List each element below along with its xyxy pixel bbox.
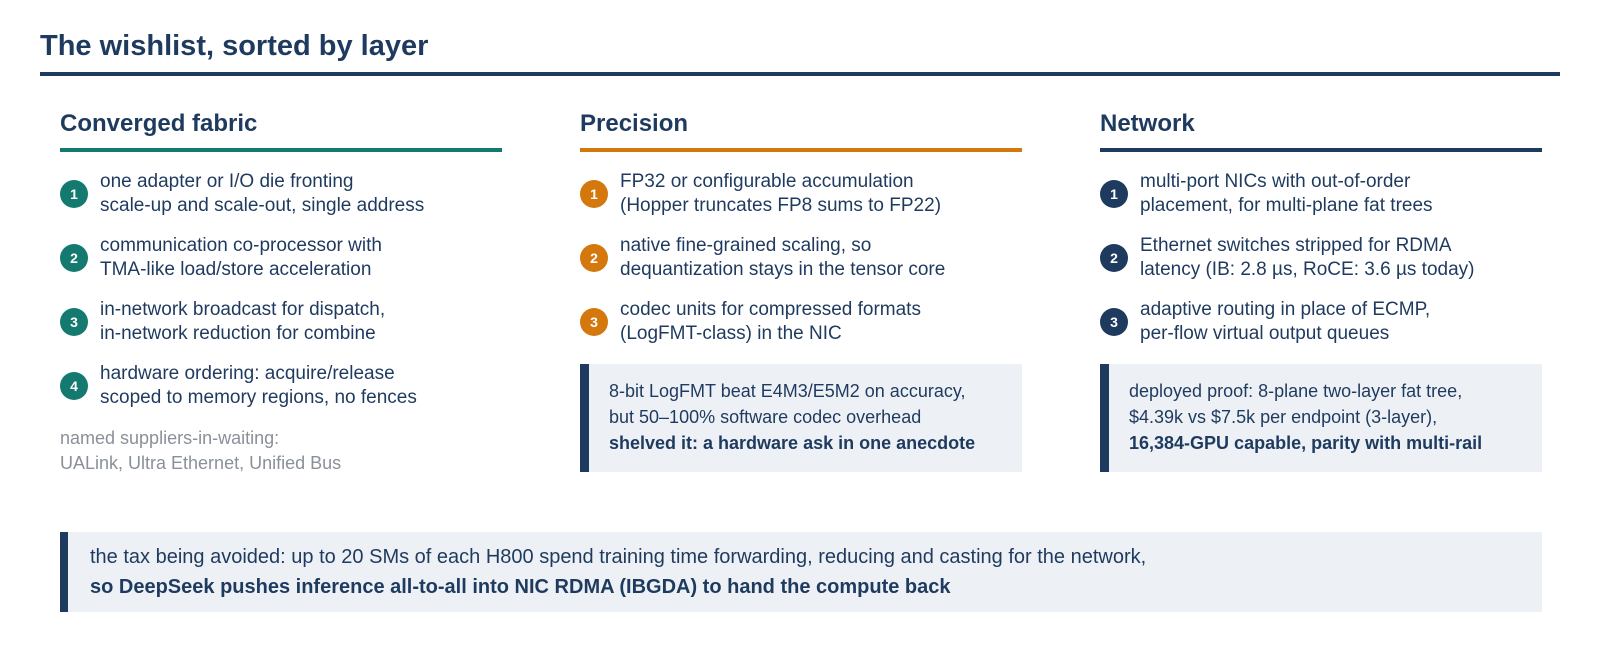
list-item: 3 adaptive routing in place of ECMP, per…	[1100, 298, 1542, 346]
item-text: communication co-processor with TMA-like…	[100, 234, 382, 282]
item-line: scale-up and scale-out, single address	[100, 195, 425, 216]
callout-line: deployed proof: 8-plane two-layer fat tr…	[1129, 381, 1463, 401]
banner-emphasis: so DeepSeek pushes inference all-to-all …	[90, 576, 951, 598]
list-item: 1 one adapter or I/O die fronting scale-…	[60, 170, 502, 218]
item-text: multi-port NICs with out-of-order placem…	[1140, 170, 1433, 218]
item-line: hardware ordering: acquire/release	[100, 363, 395, 384]
list-item: 3 codec units for compressed formats (Lo…	[580, 298, 1022, 346]
banner-line: the tax being avoided: up to 20 SMs of e…	[90, 546, 1147, 568]
item-line: in-network reduction for combine	[100, 323, 376, 344]
callout-line: $4.39k vs $7.5k per endpoint (3-layer),	[1129, 407, 1438, 427]
item-line: latency (IB: 2.8 µs, RoCE: 3.6 µs today)	[1140, 259, 1475, 280]
item-text: Ethernet switches stripped for RDMA late…	[1140, 234, 1474, 282]
item-line: adaptive routing in place of ECMP,	[1140, 299, 1431, 320]
item-text: native fine-grained scaling, so dequanti…	[620, 234, 945, 282]
list-item: 3 in-network broadcast for dispatch, in-…	[60, 298, 502, 346]
item-line: multi-port NICs with out-of-order	[1140, 171, 1411, 192]
callout-line: but 50–100% software codec overhead	[609, 407, 922, 427]
title-divider	[40, 72, 1560, 76]
list-item: 2 native fine-grained scaling, so dequan…	[580, 234, 1022, 282]
item-line: TMA-like load/store acceleration	[100, 259, 372, 280]
item-text: adaptive routing in place of ECMP, per-f…	[1140, 298, 1430, 346]
number-badge: 1	[60, 180, 88, 208]
number-badge: 2	[60, 244, 88, 272]
item-line: codec units for compressed formats	[620, 299, 921, 320]
column-network: Network 1 multi-port NICs with out-of-or…	[1100, 108, 1542, 472]
number-badge: 2	[580, 244, 608, 272]
callout-emphasis: shelved it: a hardware ask in one anecdo…	[609, 433, 976, 453]
item-text: one adapter or I/O die fronting scale-up…	[100, 170, 424, 218]
number-badge: 1	[1100, 180, 1128, 208]
item-line: in-network broadcast for dispatch,	[100, 299, 386, 320]
item-line: one adapter or I/O die fronting	[100, 171, 354, 192]
callout-line: 8-bit LogFMT beat E4M3/E5M2 on accuracy,	[609, 381, 966, 401]
item-line: scoped to memory regions, no fences	[100, 387, 417, 408]
item-line: placement, for multi-plane fat trees	[1140, 195, 1433, 216]
number-badge: 3	[580, 308, 608, 336]
column-precision: Precision 1 FP32 or configurable accumul…	[580, 108, 1022, 472]
list-item: 1 multi-port NICs with out-of-order plac…	[1100, 170, 1542, 218]
item-text: in-network broadcast for dispatch, in-ne…	[100, 298, 385, 346]
list-item: 1 FP32 or configurable accumulation (Hop…	[580, 170, 1022, 218]
item-line: dequantization stays in the tensor core	[620, 259, 946, 280]
item-line: native fine-grained scaling, so	[620, 235, 872, 256]
item-line: per-flow virtual output queues	[1140, 323, 1390, 344]
note-line: UALink, Ultra Ethernet, Unified Bus	[60, 453, 342, 473]
column-converged-fabric: Converged fabric 1 one adapter or I/O di…	[60, 108, 502, 476]
wish-list: 1 FP32 or configurable accumulation (Hop…	[580, 170, 1022, 346]
list-item: 2 Ethernet switches stripped for RDMA la…	[1100, 234, 1542, 282]
column-divider	[60, 148, 502, 152]
item-text: FP32 or configurable accumulation (Hoppe…	[620, 170, 941, 218]
wish-list: 1 one adapter or I/O die fronting scale-…	[60, 170, 502, 410]
note-line: named suppliers-in-waiting:	[60, 428, 280, 448]
summary-banner: the tax being avoided: up to 20 SMs of e…	[60, 532, 1542, 612]
list-item: 2 communication co-processor with TMA-li…	[60, 234, 502, 282]
item-line: FP32 or configurable accumulation	[620, 171, 914, 192]
column-heading: Precision	[580, 110, 689, 137]
wish-list: 1 multi-port NICs with out-of-order plac…	[1100, 170, 1542, 346]
suppliers-note: named suppliers-in-waiting: UALink, Ultr…	[60, 426, 502, 476]
column-heading: Converged fabric	[60, 110, 258, 137]
column-divider	[580, 148, 1022, 152]
item-line: Ethernet switches stripped for RDMA	[1140, 235, 1452, 256]
item-text: codec units for compressed formats (LogF…	[620, 298, 921, 346]
list-item: 4 hardware ordering: acquire/release sco…	[60, 362, 502, 410]
number-badge: 3	[1100, 308, 1128, 336]
column-heading: Network	[1100, 110, 1195, 137]
precision-callout: 8-bit LogFMT beat E4M3/E5M2 on accuracy,…	[580, 364, 1022, 472]
item-text: hardware ordering: acquire/release scope…	[100, 362, 417, 410]
number-badge: 2	[1100, 244, 1128, 272]
column-divider	[1100, 148, 1542, 152]
number-badge: 1	[580, 180, 608, 208]
item-line: communication co-processor with	[100, 235, 382, 256]
number-badge: 4	[60, 372, 88, 400]
network-callout: deployed proof: 8-plane two-layer fat tr…	[1100, 364, 1542, 472]
number-badge: 3	[60, 308, 88, 336]
callout-emphasis: 16,384-GPU capable, parity with multi-ra…	[1129, 433, 1483, 453]
item-line: (LogFMT-class) in the NIC	[620, 323, 842, 344]
item-line: (Hopper truncates FP8 sums to FP22)	[620, 195, 942, 216]
page-title: The wishlist, sorted by layer	[40, 30, 429, 62]
